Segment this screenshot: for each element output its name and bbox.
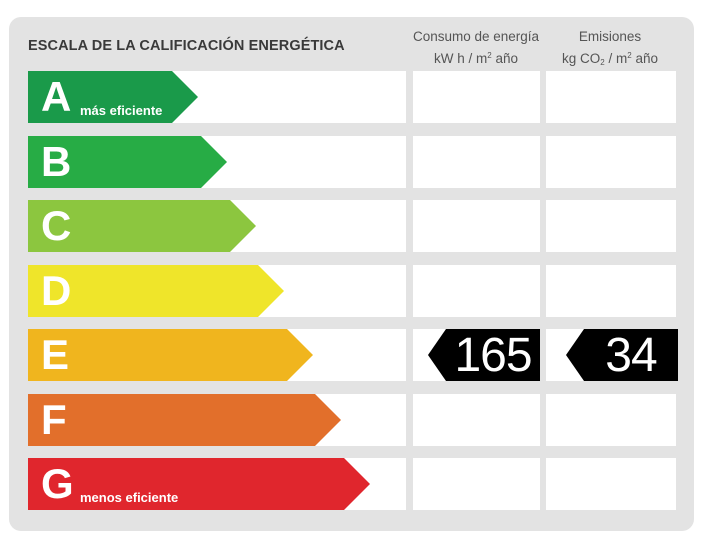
rating-arrow-g (28, 458, 370, 510)
rating-letter: G (41, 460, 74, 507)
rating-letter: A (41, 73, 72, 120)
rating-row-c: C (28, 200, 406, 252)
rating-arrow-text-f: F (28, 394, 341, 446)
rating-row-d: D (28, 265, 406, 317)
emisiones-cell-f (546, 394, 676, 446)
rating-row-f: F (28, 394, 406, 446)
rating-letter: E (41, 331, 70, 378)
consumo-value-wrap: 165 (428, 329, 540, 382)
emisiones-header-line1: Emisiones (578, 29, 642, 44)
rating-arrow-a (28, 71, 198, 123)
emisiones-cell-c (546, 200, 676, 252)
rating-letter: F (41, 396, 67, 443)
scale-title: ESCALA DE LA CALIFICACIÓN ENERGÉTICA (28, 38, 345, 54)
emisiones-header-unit: kg CO2 / m2 año (562, 51, 658, 67)
rating-arrow-text-c: C (28, 200, 256, 252)
rating-arrow-text-b: B (28, 136, 227, 188)
emisiones-cell-g (546, 458, 676, 510)
consumo-value-badge (428, 329, 540, 381)
consumo-cell-a (413, 71, 540, 123)
emisiones-value-wrap: 34 (566, 329, 678, 382)
rating-label: menos eficiente (80, 490, 179, 505)
rating-arrow-b (28, 136, 227, 188)
consumo-cell-b (413, 136, 540, 188)
rating-arrow-c (28, 200, 256, 252)
rating-row-b: B (28, 136, 406, 188)
consumo-column-header: Consumo de energía kW h / m2 año (407, 27, 545, 68)
emisiones-cell-b (546, 136, 676, 188)
consumo-cell-c (413, 200, 540, 252)
emisiones-cell-a (546, 71, 676, 123)
rating-letter: D (41, 267, 72, 314)
rating-row-e: E (28, 329, 406, 381)
rating-arrow-d (28, 265, 284, 317)
rating-label: más eficiente (80, 103, 163, 118)
consumo-cell-f (413, 394, 540, 446)
consumo-cell-d (413, 265, 540, 317)
rating-letter: B (41, 138, 72, 185)
rating-arrow-f (28, 394, 341, 446)
consumo-cell-g (413, 458, 540, 510)
consumo-header-line1: Consumo de energía (412, 29, 540, 44)
rating-letter: C (41, 202, 72, 249)
rating-arrow-text-e: E (28, 329, 313, 381)
emisiones-column-header: Emisiones kg CO2 / m2 año (545, 27, 675, 72)
consumo-header-unit: kW h / m2 año (434, 51, 518, 66)
emisiones-value: 34 (605, 329, 657, 382)
consumo-value: 165 (454, 329, 532, 382)
emisiones-cell-d (546, 265, 676, 317)
rating-arrow-text-d: D (28, 265, 284, 317)
rating-arrow-e (28, 329, 313, 381)
emisiones-value-badge (566, 329, 678, 381)
